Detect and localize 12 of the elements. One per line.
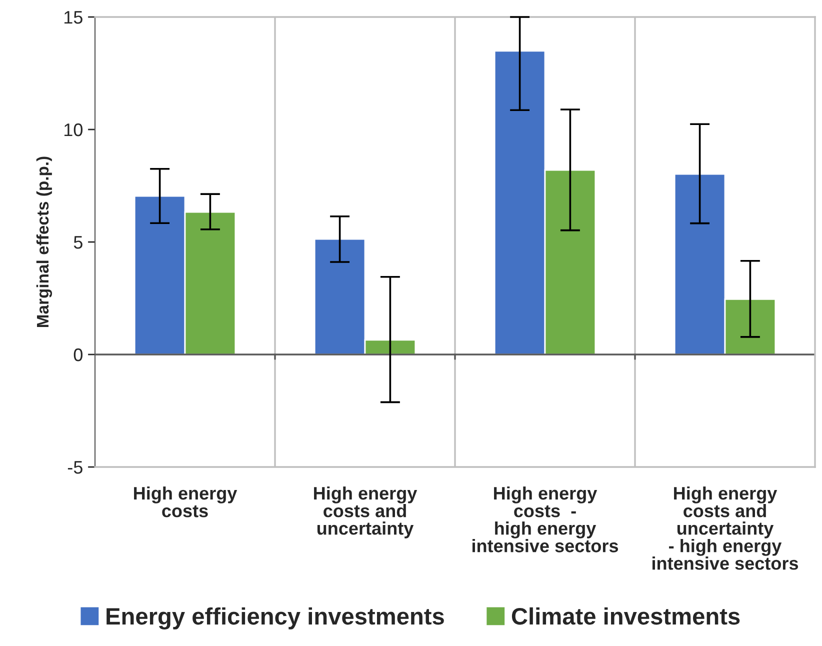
- y-tick-label: 0: [74, 348, 82, 362]
- y-tick-label: 10: [64, 123, 82, 136]
- y-tick-label: 15: [64, 11, 82, 24]
- x-tick-label: High energy costs - high energy intensive sectors: [472, 486, 618, 552]
- x-tick-label: High energy costs and uncertainty - high energy intensive sectors: [652, 486, 798, 570]
- legend-label: Climate investments: [512, 607, 740, 625]
- x-tick-label: High energy costs: [134, 486, 238, 518]
- x-tick-label: High energy costs and uncertainty: [314, 486, 418, 538]
- y-tick-label: -5: [68, 461, 82, 474]
- y-tick-label: 5: [74, 236, 82, 249]
- legend-label: Energy efficiency investments: [106, 607, 444, 630]
- y-axis-title: Marginal effects (p.p.): [36, 156, 52, 327]
